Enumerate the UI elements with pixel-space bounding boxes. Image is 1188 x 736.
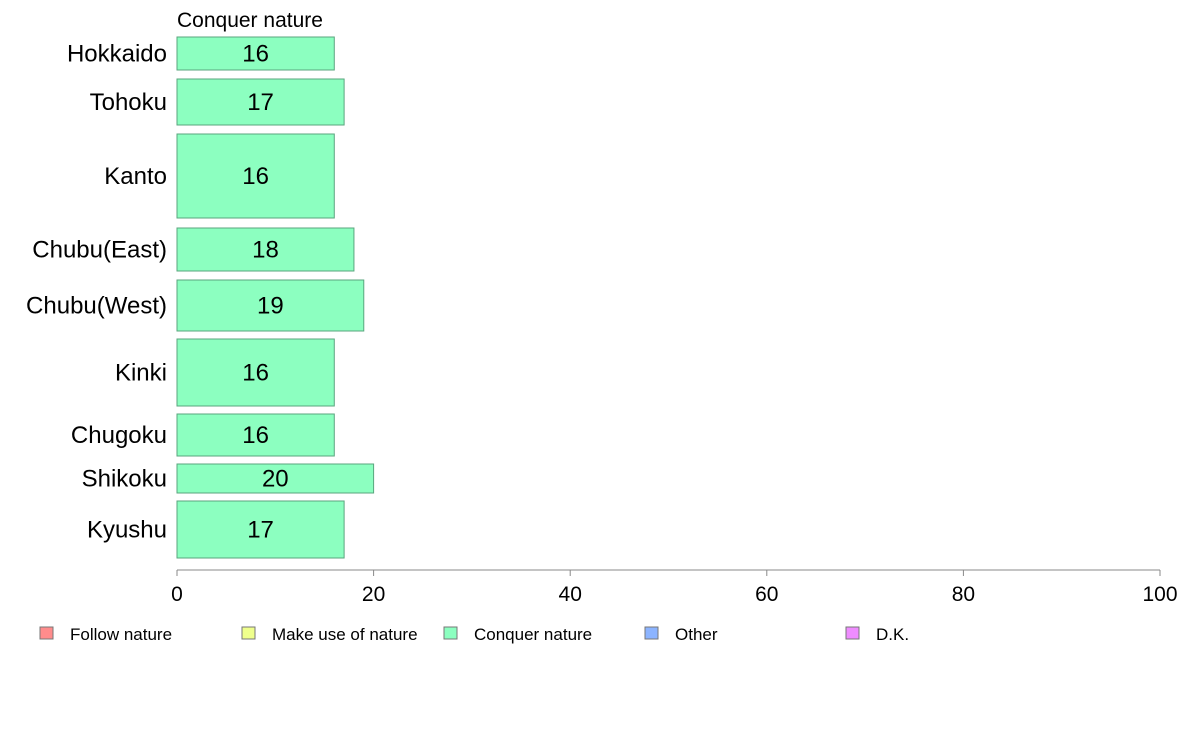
legend-item: Make use of nature <box>241 625 418 644</box>
legend-swatch <box>443 626 458 640</box>
legend-swatch <box>845 626 860 640</box>
legend-label: Follow nature <box>70 625 172 644</box>
bar-kanto <box>176 133 335 219</box>
category-label: Chugoku <box>71 422 167 449</box>
category-label: Tohoku <box>90 89 167 116</box>
category-label: Hokkaido <box>67 41 167 68</box>
x-tick-label: 0 <box>171 583 183 606</box>
category-label: Shikoku <box>82 466 167 493</box>
legend-label: Conquer nature <box>474 625 592 644</box>
bar-tohoku <box>176 78 345 126</box>
category-label: Kinki <box>115 360 167 387</box>
legend-item: Conquer nature <box>443 625 592 644</box>
x-tick-label: 100 <box>1142 583 1177 606</box>
legend-item: Other <box>644 625 718 644</box>
bar-shikoku <box>176 463 375 494</box>
legend-swatch <box>644 626 659 640</box>
bars-layer: 16 Hokkaido 17 Tohoku 16 Kanto 18 Chubu(East) 19… <box>26 36 375 559</box>
bar-kyushu <box>176 500 345 559</box>
data-label: 17 <box>247 89 274 116</box>
category-label: Chubu(East) <box>32 237 167 264</box>
bar-chubu-east- <box>176 227 355 272</box>
data-label: 20 <box>262 466 289 493</box>
data-label: 16 <box>242 360 269 387</box>
legend-item: D.K. <box>845 625 909 644</box>
chart-title: Conquer nature <box>177 9 323 32</box>
data-label: 16 <box>242 163 269 190</box>
category-label: Kyushu <box>87 517 167 544</box>
legend-label: Other <box>675 625 718 644</box>
x-tick-label: 40 <box>559 583 582 606</box>
legend-label: D.K. <box>876 625 909 644</box>
data-label: 16 <box>242 41 269 68</box>
x-axis: 0 20 40 60 80 100 <box>171 569 1178 606</box>
legend-swatch <box>241 626 256 640</box>
bar-chubu-west- <box>176 279 365 332</box>
legend-label: Make use of nature <box>272 625 418 644</box>
bar-kinki <box>176 338 335 407</box>
x-tick-label: 20 <box>362 583 385 606</box>
data-label: 18 <box>252 237 279 264</box>
legend-swatch <box>39 626 54 640</box>
legend: Follow nature Make use of nature Conquer n… <box>39 625 909 644</box>
bar-hokkaido <box>176 36 335 71</box>
data-label: 17 <box>247 517 274 544</box>
category-label: Chubu(West) <box>26 293 167 320</box>
x-tick-label: 60 <box>755 583 778 606</box>
category-label: Kanto <box>104 163 167 190</box>
bar-chugoku <box>176 413 335 457</box>
data-label: 16 <box>242 422 269 449</box>
data-label: 19 <box>257 293 284 320</box>
legend-item: Follow nature <box>39 625 172 644</box>
x-tick-label: 80 <box>952 583 975 606</box>
